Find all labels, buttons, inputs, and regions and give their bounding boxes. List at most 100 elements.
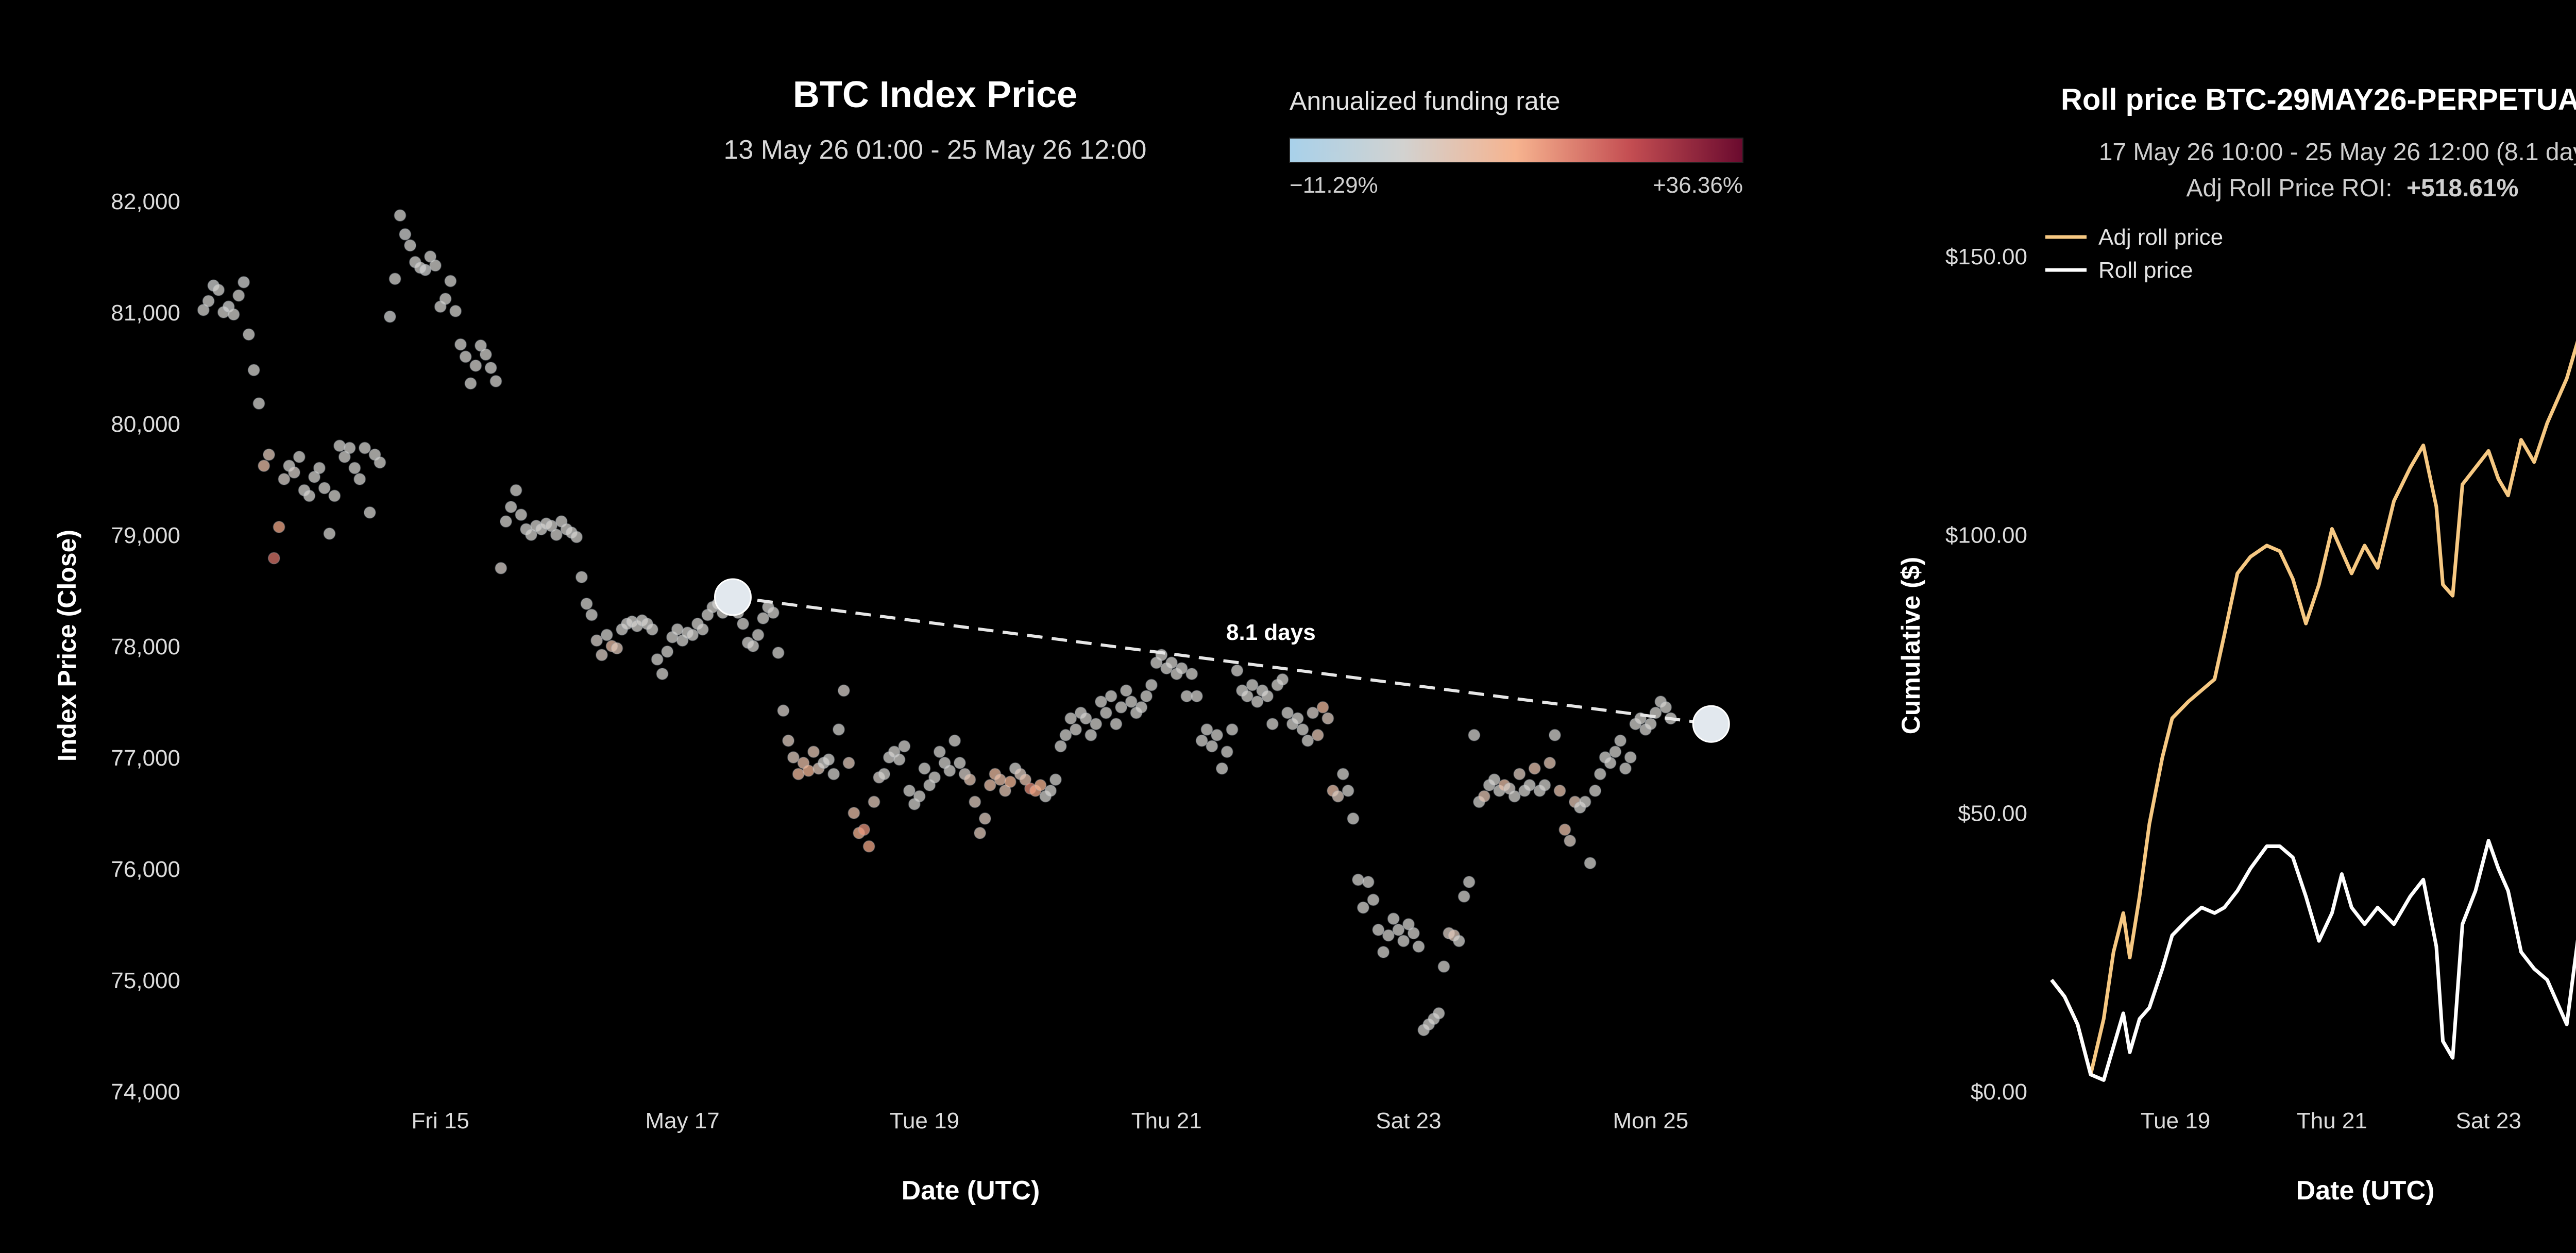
price-point bbox=[444, 275, 457, 287]
price-point bbox=[308, 470, 321, 483]
price-point bbox=[1019, 773, 1032, 786]
price-point bbox=[737, 617, 750, 630]
price-point bbox=[504, 501, 517, 513]
price-point bbox=[1544, 756, 1556, 769]
price-point bbox=[363, 506, 376, 519]
price-point bbox=[495, 562, 507, 574]
price-point bbox=[646, 623, 658, 636]
price-point bbox=[1246, 679, 1259, 691]
y-tick-label: 82,000 bbox=[111, 189, 180, 214]
price-point bbox=[1347, 812, 1360, 825]
price-point bbox=[802, 764, 815, 777]
price-point bbox=[1105, 690, 1117, 703]
price-point bbox=[1276, 673, 1289, 686]
price-point bbox=[1488, 773, 1501, 786]
price-point bbox=[868, 795, 880, 808]
price-point bbox=[1266, 718, 1279, 731]
price-point bbox=[1211, 729, 1224, 741]
price-point bbox=[353, 473, 366, 485]
funding-rate-colorbar: Annualized funding rate −11.29% +36.36% bbox=[1289, 87, 1743, 198]
price-point bbox=[429, 259, 442, 272]
price-point bbox=[318, 482, 331, 495]
price-point bbox=[374, 456, 386, 469]
price-point bbox=[1437, 960, 1450, 973]
price-point bbox=[1619, 762, 1632, 775]
price-point bbox=[1332, 790, 1344, 803]
adj-roll-price-line bbox=[2050, 341, 2576, 1077]
price-point bbox=[1644, 718, 1657, 731]
price-point bbox=[1523, 779, 1536, 791]
price-point bbox=[1226, 723, 1239, 736]
price-point bbox=[1221, 746, 1233, 758]
price-point bbox=[1110, 718, 1123, 731]
price-point bbox=[1362, 875, 1375, 888]
price-point bbox=[696, 623, 709, 636]
price-point bbox=[258, 460, 270, 472]
y-tick-label: 79,000 bbox=[111, 523, 180, 548]
price-point bbox=[1251, 696, 1264, 708]
price-point bbox=[1336, 768, 1349, 781]
price-point bbox=[772, 647, 785, 659]
price-point bbox=[404, 239, 417, 252]
price-point bbox=[1165, 656, 1178, 669]
y-tick-label: 77,000 bbox=[111, 746, 180, 771]
span-start-marker bbox=[714, 578, 752, 616]
price-point bbox=[293, 450, 306, 463]
price-point bbox=[943, 764, 956, 777]
price-point bbox=[893, 753, 906, 766]
price-point bbox=[661, 645, 674, 658]
price-point bbox=[242, 328, 255, 341]
price-point bbox=[1175, 662, 1188, 675]
price-point bbox=[500, 515, 512, 528]
price-point bbox=[227, 308, 240, 321]
y-tick-label: 78,000 bbox=[111, 634, 180, 659]
price-point bbox=[782, 734, 795, 747]
price-point bbox=[1054, 740, 1067, 753]
price-point bbox=[747, 640, 759, 652]
price-point bbox=[328, 489, 341, 502]
price-point bbox=[484, 362, 497, 374]
price-point bbox=[278, 473, 291, 485]
roll-price-title: Roll price BTC-29MAY26-PERPETUAL bbox=[2061, 83, 2576, 116]
price-point bbox=[1321, 712, 1334, 725]
price-point bbox=[842, 756, 855, 769]
price-point bbox=[585, 608, 598, 621]
price-point bbox=[1120, 684, 1132, 697]
price-point bbox=[1301, 734, 1314, 747]
price-point bbox=[263, 448, 275, 461]
legend-label-roll-price: Roll price bbox=[2098, 258, 2193, 283]
price-point bbox=[611, 642, 623, 655]
price-point bbox=[580, 597, 593, 610]
price-point bbox=[419, 263, 432, 276]
roi-value: +518.61% bbox=[2406, 175, 2519, 202]
y-tick-label: 75,000 bbox=[111, 968, 180, 993]
roll-legend: Adj roll price Roll price bbox=[2045, 225, 2223, 283]
roll-price-subtitle: 17 May 26 10:00 - 25 May 26 12:00 (8.1 d… bbox=[2099, 139, 2576, 166]
price-point bbox=[918, 762, 931, 775]
price-point bbox=[969, 795, 981, 808]
span-annotation: 8.1 days bbox=[714, 578, 1730, 743]
price-point bbox=[1195, 734, 1208, 747]
price-point bbox=[933, 746, 946, 758]
price-point bbox=[1412, 940, 1425, 953]
price-point bbox=[913, 790, 926, 803]
price-point bbox=[489, 375, 502, 387]
price-point bbox=[1145, 679, 1158, 691]
x-tick-label: Thu 21 bbox=[2297, 1108, 2367, 1133]
x-tick-label: Sat 23 bbox=[1376, 1108, 1441, 1133]
price-point bbox=[1090, 718, 1103, 731]
price-point bbox=[777, 704, 790, 717]
price-point bbox=[1099, 706, 1112, 719]
x-tick-label: Fri 15 bbox=[412, 1108, 469, 1133]
price-point bbox=[247, 364, 260, 377]
span-label: 8.1 days bbox=[1226, 620, 1316, 645]
price-point bbox=[807, 746, 820, 758]
price-point bbox=[1049, 773, 1062, 786]
price-point bbox=[787, 751, 800, 764]
price-point bbox=[757, 612, 770, 624]
price-point bbox=[1538, 779, 1551, 791]
span-dashed-line bbox=[733, 595, 1711, 726]
index-price-chart: BTC Index Price 13 May 26 01:00 - 25 May… bbox=[53, 74, 1743, 1206]
span-end-marker bbox=[1692, 705, 1730, 743]
price-point bbox=[984, 779, 996, 791]
